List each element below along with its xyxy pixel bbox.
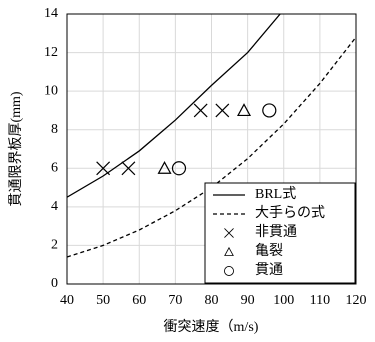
plot-frame: [66, 13, 357, 285]
series-line: [67, 14, 281, 198]
x-axis-label: 衝突速度（m/s): [164, 319, 259, 335]
legend-marker: [224, 246, 234, 256]
y-tick-label: 12: [44, 45, 58, 60]
y-tick-label: 14: [44, 6, 58, 21]
point: [157, 161, 172, 174]
point: [215, 103, 230, 118]
y-tick-label: 10: [44, 83, 58, 98]
legend-marker: [224, 266, 234, 276]
y-tick-label: 8: [51, 122, 58, 137]
point: [193, 103, 208, 118]
x-tick-label: 110: [310, 293, 330, 308]
point: [171, 161, 187, 176]
x-tick-label: 40: [60, 293, 74, 308]
point: [96, 161, 111, 176]
y-tick-label: 2: [51, 238, 58, 253]
legend-marker: [224, 228, 234, 238]
x-tick-label: 90: [241, 293, 255, 308]
legend-label: 亀裂: [255, 243, 283, 259]
legend-label: BRL式: [255, 186, 296, 202]
y-axis-label: 貫通限界板厚(mm): [8, 91, 24, 206]
x-tick-label: 70: [168, 293, 182, 308]
point: [121, 161, 136, 176]
x-tick-label: 50: [96, 293, 110, 308]
x-tick-label: 80: [205, 293, 219, 308]
point: [237, 103, 252, 117]
point: [262, 103, 277, 118]
x-tick-label: 60: [132, 293, 146, 308]
x-tick-label: 120: [346, 293, 367, 308]
legend-label: 貫通: [255, 262, 283, 278]
legend-label: 非貫通: [255, 224, 297, 240]
y-tick-label: 4: [51, 199, 58, 214]
legend-label: 大手らの式: [255, 205, 325, 221]
x-tick-label: 100: [273, 293, 294, 308]
y-tick-label: 6: [51, 161, 58, 176]
y-tick-label: 0: [51, 276, 58, 291]
